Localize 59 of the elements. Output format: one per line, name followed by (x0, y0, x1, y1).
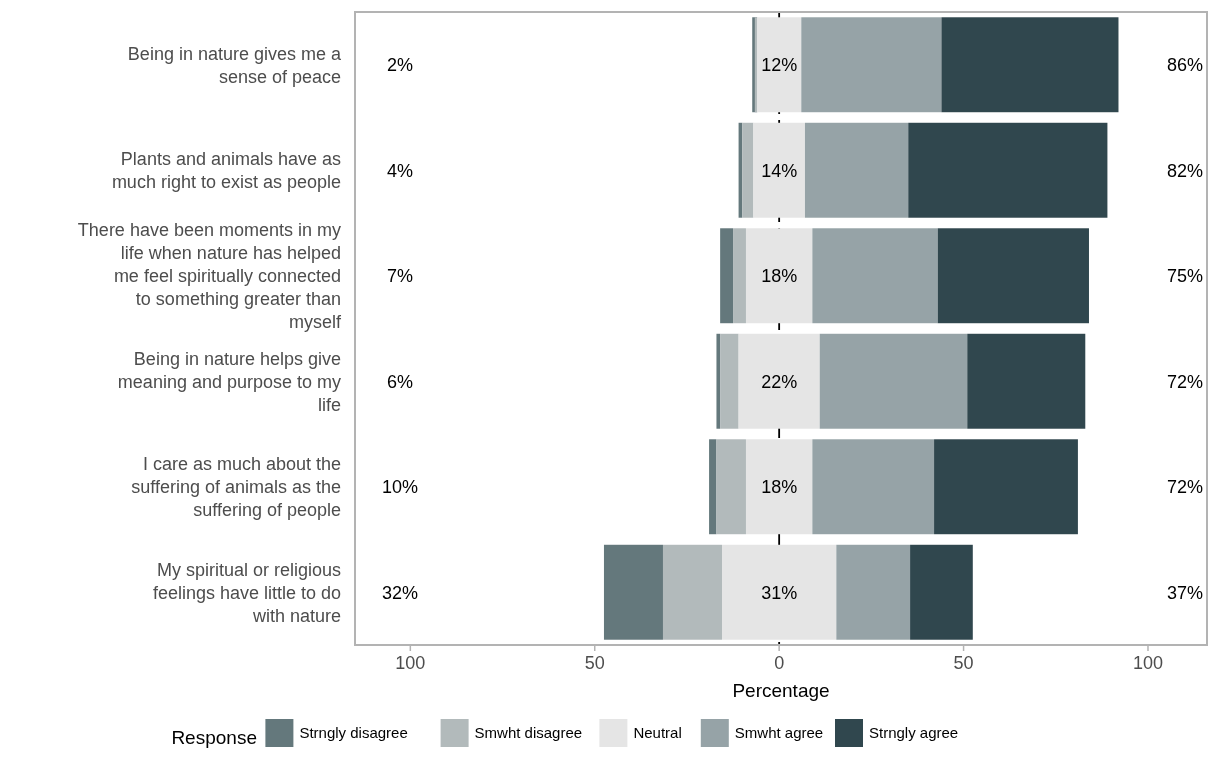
legend-label: Strngly disagree (299, 724, 408, 741)
y-tick-label: There have been moments in my life when nature has helped me feel spiritually connected to something greater than myself (77, 220, 342, 333)
bar (721, 544, 837, 640)
bar (836, 544, 911, 640)
x-tick-label: 50 (953, 653, 974, 673)
annotation: 32% (381, 582, 419, 603)
x-tick-label: 100 (395, 653, 426, 673)
annotation: 6% (386, 371, 414, 392)
bar (941, 17, 1119, 113)
annotation: 75% (1166, 266, 1204, 287)
bar (716, 333, 721, 429)
y-tick-label: My spiritual or religious feelings have little to do with nature (152, 559, 341, 626)
bar (720, 333, 739, 429)
legend-title: Response (171, 727, 257, 749)
data-label: 31% (761, 582, 798, 603)
bar (812, 228, 938, 324)
x-axis-title: Percentage (732, 680, 830, 701)
bar (934, 439, 1078, 535)
y-tick-label: Plants and animals have as much right to exist as people (111, 149, 341, 193)
annotation: 4% (386, 160, 414, 181)
bar (937, 228, 1089, 324)
bar (662, 544, 722, 640)
bar (742, 122, 754, 218)
bar (812, 439, 935, 535)
legend-label: Neutral (633, 724, 682, 741)
legend-label: Smwht agree (734, 724, 824, 741)
bar (603, 544, 663, 640)
bar (908, 122, 1108, 218)
bar (819, 333, 968, 429)
bar (738, 333, 820, 429)
y-tick-label: Being in nature gives me a sense of peace (127, 43, 342, 87)
bar (709, 439, 717, 535)
annotation: 86% (1166, 55, 1204, 76)
x-tick-label: 100 (1132, 653, 1164, 673)
annotation: 82% (1166, 160, 1204, 181)
bar (720, 228, 734, 324)
data-label: 12% (761, 55, 798, 76)
annotation: 2% (386, 55, 414, 76)
y-tick-label: I care as much about the suffering of animals as the suffering of people (131, 454, 341, 521)
data-label: 18% (761, 266, 798, 287)
legend-label: Strngly agree (869, 724, 959, 741)
x-tick-label: 50 (584, 653, 605, 673)
data-label: 14% (761, 160, 798, 181)
annotation: 7% (386, 266, 414, 287)
bar (804, 122, 909, 218)
annotation: 10% (381, 477, 419, 498)
bar (733, 228, 746, 324)
x-tick-label: 0 (774, 653, 785, 673)
legend-label: Smwht disagree (474, 724, 583, 741)
bar (716, 439, 746, 535)
y-tick-label: Being in nature helps give meaning and purpose to my life (117, 348, 341, 415)
bar (910, 544, 973, 640)
data-label: 22% (761, 371, 798, 392)
data-label: 18% (761, 477, 798, 498)
bar (967, 333, 1086, 429)
annotation: 37% (1166, 582, 1204, 603)
bar (801, 17, 942, 113)
annotation: 72% (1166, 371, 1204, 392)
annotation: 72% (1166, 477, 1204, 498)
